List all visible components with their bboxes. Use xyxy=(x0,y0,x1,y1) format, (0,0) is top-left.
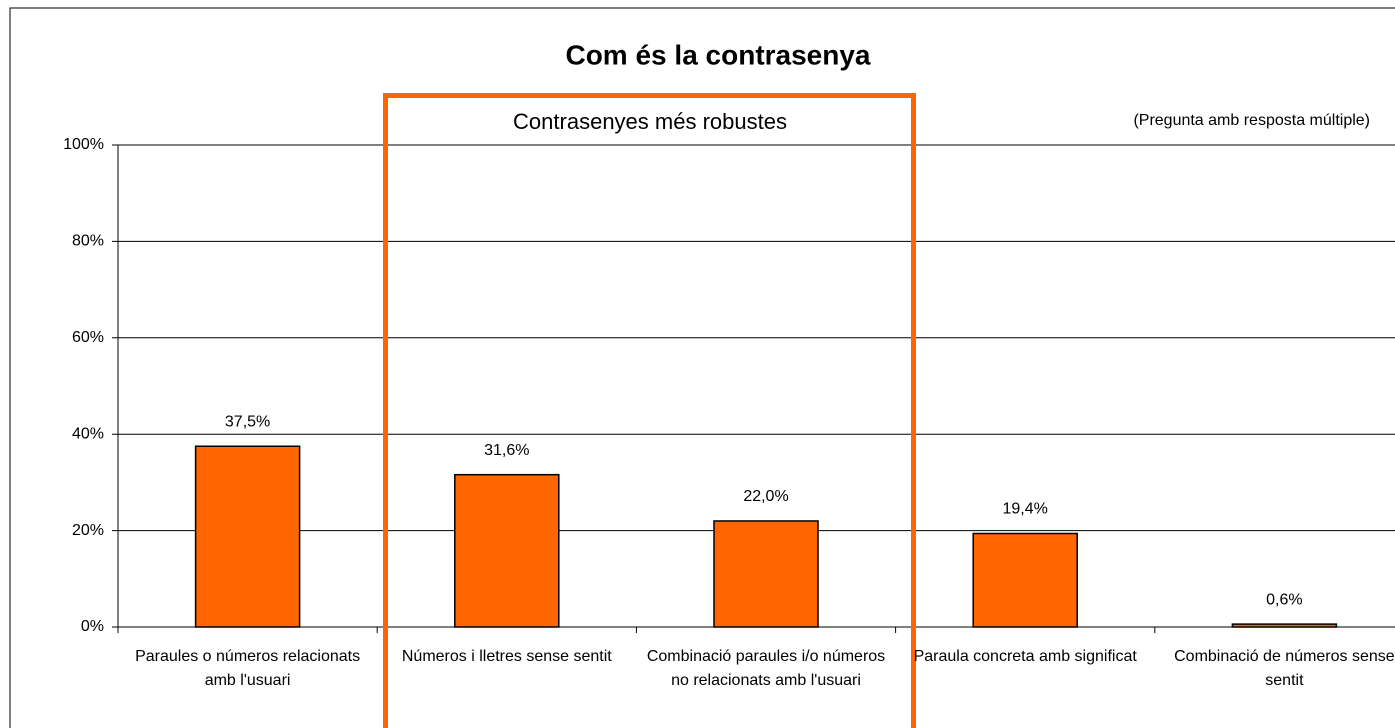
x-tick-label: Combinació de números sense sentit xyxy=(1174,648,1395,689)
chart-border xyxy=(9,7,1395,728)
x-tick-label: Paraula concreta amb significat xyxy=(913,648,1137,665)
y-tick-label: 100% xyxy=(63,136,104,153)
bar xyxy=(1231,623,1338,628)
bar xyxy=(194,445,301,628)
y-tick-label: 80% xyxy=(72,233,104,250)
highlight-box xyxy=(383,93,916,728)
bar xyxy=(972,532,1078,628)
highlight-label: Contrasenyes més robustes xyxy=(513,109,787,134)
bar xyxy=(454,473,560,628)
chart-title: Com és la contrasenya xyxy=(565,39,870,70)
value-label: 19,4% xyxy=(1003,501,1048,518)
y-tick-label: 40% xyxy=(72,425,104,442)
value-label: 22,0% xyxy=(743,488,788,505)
y-tick-label: 60% xyxy=(72,329,104,346)
value-label: 31,6% xyxy=(484,442,529,459)
value-label: 37,5% xyxy=(225,413,270,430)
y-tick-label: 20% xyxy=(72,522,104,539)
y-tick-label: 0% xyxy=(81,618,104,635)
x-tick-label: Paraules o números relacionats amb l'usu… xyxy=(135,648,361,689)
note: (Pregunta amb resposta múltiple) xyxy=(1133,112,1370,129)
bar xyxy=(713,520,819,628)
x-tick-label: Números i lletres sense sentit xyxy=(401,648,612,665)
x-tick-label: Combinació paraules i/o números no relac… xyxy=(646,648,886,689)
value-label: 0,6% xyxy=(1266,591,1302,608)
